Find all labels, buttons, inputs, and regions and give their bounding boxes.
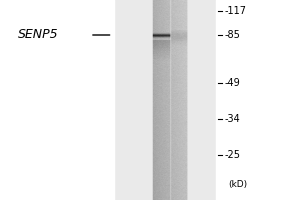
Text: -25: -25 xyxy=(225,150,241,160)
Text: -85: -85 xyxy=(225,30,241,40)
Text: -117: -117 xyxy=(225,6,247,16)
Text: (kD): (kD) xyxy=(228,181,247,190)
Text: SENP5: SENP5 xyxy=(18,28,58,42)
Text: -34: -34 xyxy=(225,114,241,124)
Text: -49: -49 xyxy=(225,78,241,88)
